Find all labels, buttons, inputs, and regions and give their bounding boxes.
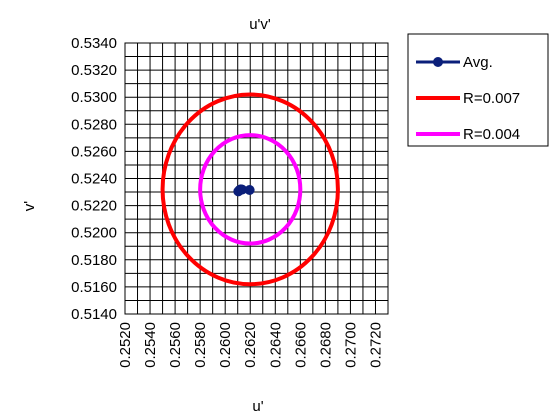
avg-point <box>244 185 255 196</box>
x-tick-label: 0.2540 <box>142 322 159 368</box>
x-tick-label: 0.2560 <box>167 322 184 368</box>
y-tick-label: 0.5140 <box>71 306 117 323</box>
legend-label: Avg. <box>463 54 493 71</box>
plot-area: 0.5340 0.5320 0.5300 0.5280 0.5260 0.5240 0.52… <box>71 35 389 368</box>
legend-label: R=0.004 <box>463 126 520 143</box>
x-tick-label: 0.2580 <box>192 322 209 368</box>
x-tick-label: 0.2660 <box>292 322 309 368</box>
y-axis-label: v' <box>21 201 38 212</box>
y-tick-label: 0.5320 <box>71 62 117 79</box>
y-tick-label: 0.5220 <box>71 198 117 215</box>
x-tick-label: 0.2600 <box>217 322 234 368</box>
legend-marker <box>433 57 443 67</box>
y-tick-label: 0.5240 <box>71 171 117 188</box>
y-tick-label: 0.5200 <box>71 225 117 242</box>
y-tick-label: 0.5280 <box>71 116 117 133</box>
circle-r-0-004 <box>198 133 303 246</box>
legend-box <box>407 33 549 147</box>
legend: Avg. R=0.007 R=0.004 <box>407 33 549 147</box>
circle-r-0-007 <box>160 92 340 287</box>
y-tick-label: 0.5160 <box>71 279 117 296</box>
plot-border <box>124 42 389 315</box>
x-tick-label: 0.2680 <box>317 322 334 368</box>
y-tick-label: 0.5260 <box>71 143 117 160</box>
legend-label: R=0.007 <box>463 90 520 107</box>
x-tick-label: 0.2620 <box>242 322 259 368</box>
y-tick-label: 0.5180 <box>71 252 117 269</box>
x-axis-label: u' <box>252 398 263 415</box>
y-tick-label: 0.5340 <box>71 35 117 52</box>
x-tick-label: 0.2640 <box>267 322 284 368</box>
chart-title: u'v' <box>249 16 271 33</box>
x-tick-label: 0.2700 <box>342 322 359 368</box>
y-tick-label: 0.5300 <box>71 89 117 106</box>
x-tick-label: 0.2720 <box>367 322 384 368</box>
x-tick-label: 0.2520 <box>117 322 134 368</box>
